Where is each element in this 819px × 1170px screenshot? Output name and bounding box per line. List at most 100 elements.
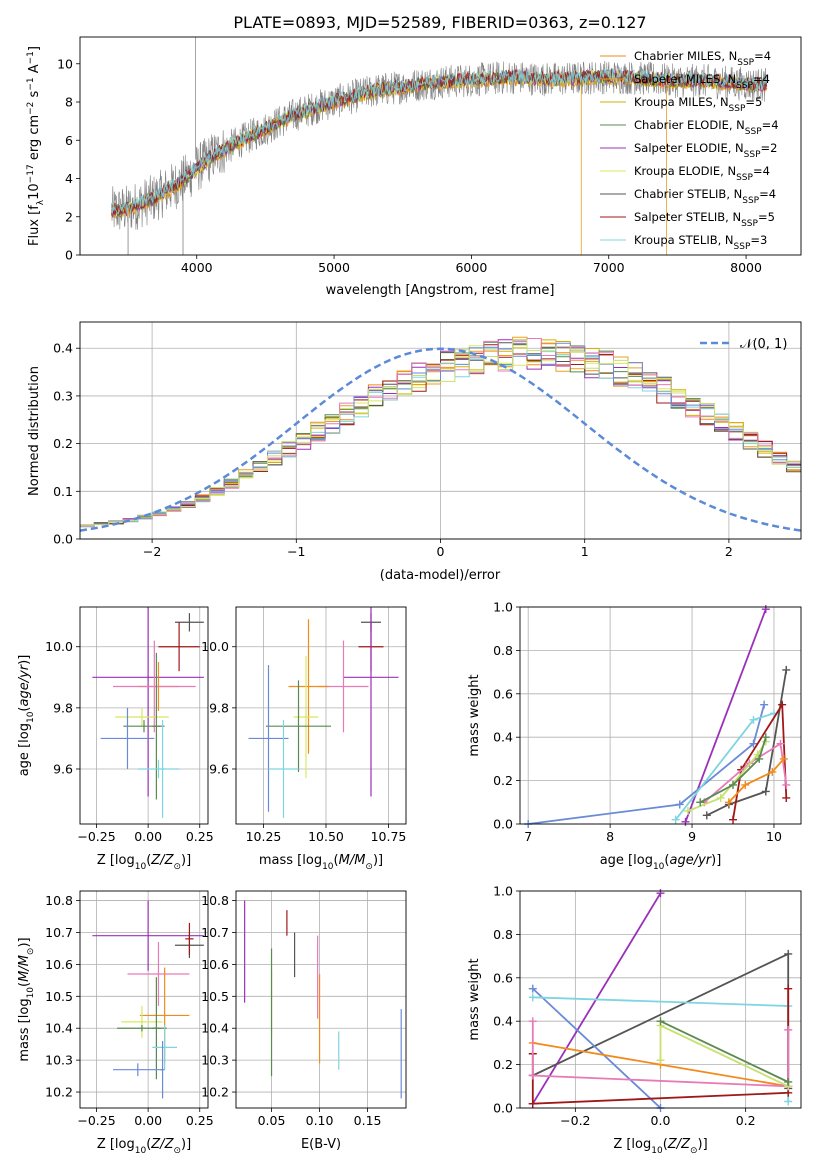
weight-point-4 (784, 984, 793, 993)
weight-point-6 (724, 798, 733, 807)
x-tick-label: 1 (581, 544, 589, 559)
x-tick-label: 2 (725, 544, 733, 559)
x-tick-label: 0.15 (354, 1113, 382, 1128)
weight-point-8 (729, 780, 738, 789)
x-tick-label: 5000 (318, 260, 350, 275)
x-tick-label: 7 (524, 829, 532, 844)
weight-line-0 (532, 892, 662, 1105)
weight-point-1 (702, 811, 711, 820)
x-tick-label: 4000 (181, 260, 213, 275)
weight-point-4 (778, 700, 787, 709)
weight-point-1 (782, 665, 791, 674)
age-vs-Z-ylabel: age [log10(age/yr)] (17, 655, 36, 777)
weight-point-4 (782, 793, 791, 802)
weight-point-2 (675, 800, 684, 809)
weight-point-6 (528, 1017, 537, 1026)
weight-point-3 (528, 993, 537, 1002)
histogram-series-9 (80, 338, 801, 527)
y-tick-label: 0.4 (53, 341, 73, 356)
model-spectrum-8 (111, 67, 768, 215)
legend-label-7: Salpeter STELIB, NSSP=5 (634, 210, 775, 229)
y-tick-label: 9.8 (53, 700, 73, 715)
mass-vs-Z-ylabel: mass [log10(M/M⊙)] (17, 937, 36, 1061)
x-tick-label: −0.2 (560, 1113, 590, 1128)
legend-label-5: Kroupa ELODIE, NSSP=4 (634, 164, 770, 183)
weight-point-4 (729, 815, 738, 824)
residuals-xlabel: (data-model)/error (380, 568, 501, 583)
x-tick-label: 10 (766, 829, 782, 844)
weight-point-0 (761, 605, 770, 614)
weight-point-5 (776, 739, 785, 748)
weight-vs-age-xlabel: age [log10(age/yr)] (600, 853, 722, 872)
y-tick-label: 0.2 (493, 773, 513, 788)
weight-point-8 (755, 754, 764, 763)
y-tick-label: 10.4 (201, 1021, 229, 1036)
age-vs-mass-frame (235, 606, 407, 825)
weight-point-2 (749, 739, 758, 748)
x-tick-label: 0.00 (134, 1113, 162, 1128)
x-tick-label: 0.0 (651, 1113, 671, 1128)
y-tick-label: 0.4 (493, 730, 513, 745)
y-tick-label: 1.0 (493, 884, 513, 899)
y-tick-label: 0.2 (493, 1057, 513, 1072)
weight-line-1 (706, 669, 788, 817)
weight-vs-Z-xlabel: Z [log10(Z/Z⊙)] (613, 1137, 707, 1156)
legend-label-3: Chabrier ELODIE, NSSP=4 (634, 118, 779, 137)
weight-point-8 (656, 1017, 665, 1026)
weight-point-1 (761, 787, 770, 796)
x-tick-label: −2 (143, 544, 161, 559)
weight-vs-Z-frame (519, 890, 802, 1109)
age-vs-Z-frame (79, 606, 209, 825)
age-vs-Z-xlabel: Z [log10(Z/Z⊙)] (97, 853, 191, 872)
x-tick-label: 10.75 (371, 829, 407, 844)
x-tick-label: 0.00 (134, 829, 162, 844)
mass-vs-ebv-xlabel: E(B-V) (301, 1137, 341, 1152)
weight-point-2 (528, 984, 537, 993)
y-tick-label: 0 (65, 248, 73, 263)
y-tick-label: 10.7 (201, 925, 229, 940)
weight-line-5 (703, 742, 788, 803)
weight-point-2 (760, 700, 769, 709)
weight-line-8 (699, 736, 767, 804)
y-tick-label: 6 (65, 133, 73, 148)
y-tick-label: 10.5 (45, 989, 73, 1004)
y-tick-label: 0.3 (53, 388, 73, 403)
x-tick-label: 10.50 (308, 829, 344, 844)
weight-point-7 (716, 793, 725, 802)
x-tick-label: 6000 (455, 260, 487, 275)
weight-point-6 (784, 1025, 793, 1034)
x-tick-label: 0.25 (186, 829, 214, 844)
histogram-series-11 (80, 339, 801, 526)
y-tick-label: 0.0 (493, 817, 513, 832)
y-tick-label: 10 (57, 56, 73, 71)
y-tick-label: 0.6 (493, 686, 513, 701)
weight-point-7 (656, 1056, 665, 1065)
y-tick-label: 0.2 (53, 436, 73, 451)
figure-title: PLATE=0893, MJD=52589, FIBERID=0363, z=0… (233, 13, 646, 32)
x-tick-label: 0.10 (306, 1113, 334, 1128)
legend-label-2: Kroupa MILES, NSSP=5 (634, 95, 762, 114)
weight-point-7 (683, 806, 692, 815)
age-vs-mass-axes: 10.25 10.50 10.75 9.6 9.8 10.0 (201, 607, 406, 844)
y-tick-label: 10.4 (45, 1021, 73, 1036)
mass-vs-Z-xlabel: Z [log10(Z/Z⊙)] (97, 1137, 191, 1156)
weight-point-1 (784, 949, 793, 958)
y-tick-label: 2 (65, 209, 73, 224)
residuals-ylabel: Normed distribution (27, 366, 42, 496)
y-tick-label: 0.4 (493, 1014, 513, 1029)
weight-line-8 (660, 1020, 789, 1083)
x-tick-label: 0.25 (186, 1113, 214, 1128)
y-tick-label: 10.5 (201, 989, 229, 1004)
weight-point-3 (749, 715, 758, 724)
weight-line-6 (531, 1021, 790, 1088)
spectrum-frame (79, 36, 802, 256)
weight-point-0 (681, 817, 690, 826)
y-tick-label: 10.8 (201, 893, 229, 908)
weight-line-2 (528, 704, 765, 824)
histogram-series-8 (80, 340, 801, 528)
x-tick-label: 0.05 (258, 1113, 286, 1128)
mass-vs-ebv-axes: 0.05 0.10 0.15 10.2 10.3 10.4 10.5 10.6 10.7 10.8 (201, 891, 406, 1128)
weight-point-6 (528, 1071, 537, 1080)
y-tick-label: 10.6 (45, 957, 73, 972)
y-tick-label: 8 (65, 95, 73, 110)
